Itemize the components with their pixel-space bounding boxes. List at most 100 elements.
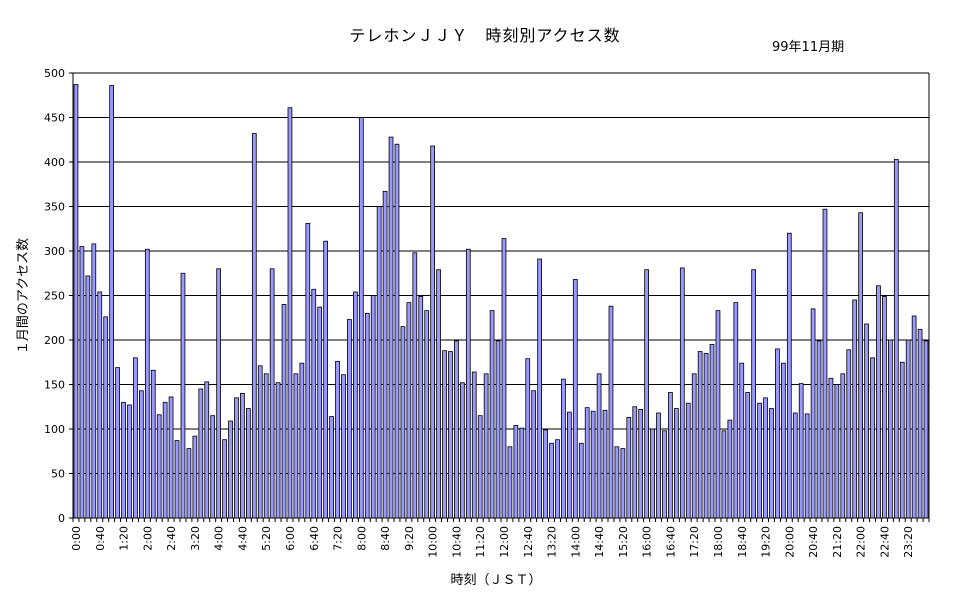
bar: [222, 439, 227, 519]
bar: [329, 416, 334, 519]
bar: [840, 373, 846, 519]
bar: [323, 240, 329, 519]
bar: [115, 367, 120, 519]
bar: [150, 369, 156, 519]
bar: [507, 446, 513, 519]
x-tick-label: 13:20: [546, 526, 559, 558]
bar: [263, 373, 269, 519]
bar: [204, 381, 210, 519]
bar: [335, 360, 340, 519]
bar: [519, 427, 525, 519]
x-tick-label: 10:00: [427, 526, 440, 558]
bar: [489, 310, 495, 519]
bar: [721, 430, 727, 519]
bar: [406, 302, 412, 519]
bar: [97, 291, 103, 519]
bar: [668, 392, 673, 519]
bar: [763, 397, 768, 519]
bar: [174, 440, 180, 519]
x-tick-label: 21:20: [831, 526, 844, 558]
x-tick-label: 20:40: [807, 526, 820, 558]
bar: [685, 402, 691, 519]
bar: [870, 357, 875, 519]
bar: [73, 84, 79, 519]
bar: [864, 323, 869, 519]
period-label: 99年11月期: [772, 40, 845, 55]
bar: [364, 312, 370, 519]
bar: [834, 384, 840, 519]
bar: [733, 302, 739, 519]
bar: [192, 435, 198, 519]
bar: [638, 409, 644, 519]
bar: [103, 316, 109, 519]
x-tick-label: 12:40: [522, 526, 535, 558]
bar: [531, 390, 537, 519]
y-tick-label: 100: [44, 423, 65, 436]
x-tick-label: 9:20: [403, 526, 416, 551]
bar: [216, 268, 222, 519]
x-tick-labels: 0:00 0:40 1:20 2:00 2:40 3:20 4:00 4:40 5:20 6:00…: [70, 526, 915, 558]
bar: [376, 206, 382, 519]
x-tick-label: 14:40: [593, 526, 606, 558]
bar: [887, 339, 893, 519]
bar: [180, 272, 186, 519]
bar: [91, 243, 97, 519]
x-tick-label: 17:20: [688, 526, 701, 558]
bar: [572, 279, 578, 519]
chart-title: テレホンＪＪＹ 時刻別アクセス数: [349, 26, 621, 45]
x-tick-label: 16:40: [664, 526, 677, 558]
bar: [352, 291, 358, 519]
bar: [650, 428, 655, 519]
bar: [234, 397, 239, 519]
x-tick-label: 16:00: [641, 526, 654, 558]
bar: [828, 377, 834, 519]
bar: [691, 373, 697, 519]
bar: [745, 392, 751, 519]
bar: [632, 406, 638, 519]
bar: [424, 310, 430, 519]
bar: [769, 408, 774, 519]
bar: [780, 362, 786, 519]
bar: [257, 365, 263, 519]
bar: [679, 267, 685, 519]
bar: [358, 117, 364, 519]
bar: [917, 328, 923, 519]
y-tick-label: 450: [44, 112, 65, 125]
bar: [109, 85, 115, 519]
bar: [578, 442, 584, 519]
bar: [412, 252, 418, 519]
x-tick-label: 6:00: [284, 526, 297, 551]
bar: [923, 340, 929, 519]
y-tick-label: 200: [44, 334, 65, 347]
bar: [477, 415, 483, 519]
bar: [662, 430, 667, 519]
bar: [626, 417, 632, 519]
bar: [454, 340, 459, 519]
x-tick-label: 22:40: [878, 526, 891, 558]
bar: [644, 269, 650, 519]
bar: [448, 351, 453, 519]
bar: [394, 143, 400, 519]
bar: [341, 374, 346, 519]
x-tick-label: 11:20: [474, 526, 487, 558]
bar: [703, 352, 709, 519]
y-tick-label: 350: [44, 201, 65, 214]
y-tick-label: 0: [58, 512, 65, 525]
bar: [156, 414, 162, 519]
bar: [537, 258, 543, 519]
bar: [442, 350, 447, 519]
x-tick-label: 4:00: [213, 526, 226, 551]
bar: [549, 442, 554, 519]
x-tick-label: 19:20: [760, 526, 773, 558]
bar: [786, 232, 792, 519]
bar: [311, 288, 317, 519]
bar: [483, 373, 489, 519]
bar: [822, 208, 828, 519]
x-tick-label: 7:20: [332, 526, 345, 551]
bar: [305, 223, 311, 519]
x-tick-label: 18:40: [736, 526, 749, 558]
bar: [852, 299, 858, 519]
bar: [240, 392, 245, 519]
x-tick-label: 8:00: [355, 526, 368, 551]
